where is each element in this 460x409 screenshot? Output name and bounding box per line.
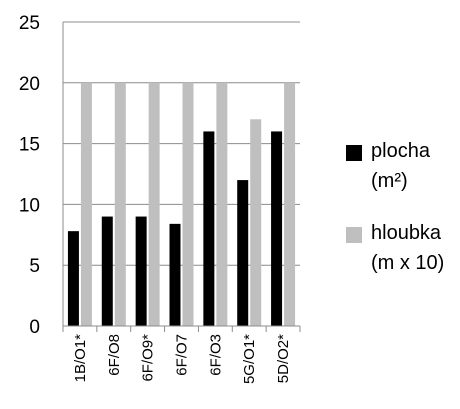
bar-plocha bbox=[169, 223, 181, 326]
y-tick-label: 5 bbox=[29, 256, 40, 277]
legend-item-plocha: plocha (m²) bbox=[346, 136, 458, 196]
y-tick-label: 20 bbox=[19, 74, 40, 95]
bar-chart: 0 5 10 15 20 25 1B/O1* 6F/O8 6F/O9* 6F/O7 6F/O3 5G… bbox=[19, 13, 301, 384]
y-tick-label: 15 bbox=[19, 135, 40, 156]
legend-swatch-plocha bbox=[346, 145, 362, 161]
legend-label-line: hloubka bbox=[371, 222, 442, 244]
bar-hloubka bbox=[250, 119, 262, 326]
legend: plocha (m²) hloubka (m x 10) bbox=[346, 136, 458, 300]
x-tick-label: 5D/O2* bbox=[275, 334, 292, 383]
legend-label-line: (m x 10) bbox=[371, 252, 445, 274]
legend-label-plocha: plocha (m²) bbox=[371, 136, 430, 196]
x-tick-label: 6F/O8 bbox=[106, 334, 123, 376]
bar-hloubka bbox=[80, 82, 92, 326]
bar-hloubka bbox=[284, 82, 296, 326]
x-tick-label: 6F/O7 bbox=[174, 334, 191, 376]
bar-plocha bbox=[237, 180, 249, 326]
y-tick-label: 25 bbox=[19, 13, 40, 34]
bar-plocha bbox=[101, 216, 113, 326]
bar-hloubka bbox=[182, 82, 194, 326]
legend-item-hloubka: hloubka (m x 10) bbox=[346, 218, 458, 278]
bar-plocha bbox=[135, 216, 147, 326]
y-axis-tick-labels: 0 5 10 15 20 25 bbox=[19, 13, 40, 338]
bar-plocha bbox=[67, 231, 79, 326]
bars bbox=[67, 82, 296, 326]
x-axis-tick-labels: 1B/O1* 6F/O8 6F/O9* 6F/O7 6F/O3 5G/O1* 5D/O2* bbox=[72, 334, 292, 384]
bar-plocha bbox=[203, 131, 215, 326]
legend-label-line: plocha bbox=[371, 140, 430, 162]
x-tick-label: 5G/O1* bbox=[241, 334, 258, 384]
bar-hloubka bbox=[114, 82, 126, 326]
y-tick-label: 10 bbox=[19, 195, 40, 216]
x-tick-label: 1B/O1* bbox=[72, 334, 89, 383]
bar-hloubka bbox=[148, 82, 160, 326]
legend-swatch-hloubka bbox=[346, 227, 362, 243]
bar-hloubka bbox=[216, 82, 228, 326]
y-tick-label: 0 bbox=[29, 317, 40, 338]
legend-label-hloubka: hloubka (m x 10) bbox=[371, 218, 444, 278]
x-tick-label: 6F/O3 bbox=[207, 334, 224, 376]
x-tick-label: 6F/O9* bbox=[140, 334, 157, 382]
gridlines bbox=[63, 21, 300, 266]
legend-label-line: (m²) bbox=[371, 170, 408, 192]
bar-plocha bbox=[271, 131, 283, 326]
axes bbox=[62, 22, 301, 332]
